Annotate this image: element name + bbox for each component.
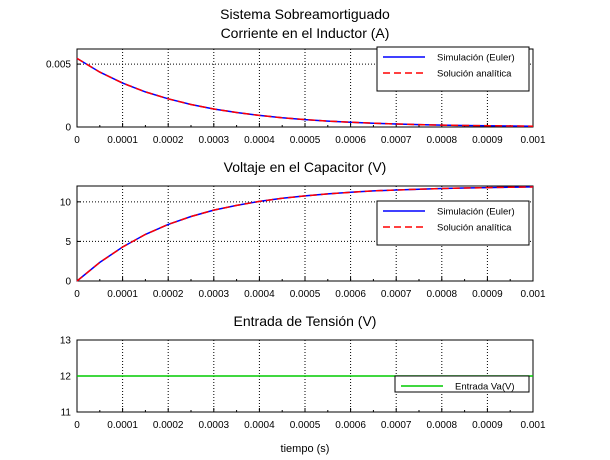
- x-tick-label: 0.0004: [244, 135, 275, 146]
- axes-frame: [76, 48, 534, 128]
- x-axis-label: tiempo (s): [281, 443, 330, 455]
- x-tick-label: 0.001: [520, 420, 545, 431]
- x-tick-label: 0.0006: [335, 289, 366, 300]
- x-tick-label: 0.0008: [427, 289, 458, 300]
- x-tick-label: 0.001: [520, 135, 545, 146]
- x-tick-label: 0.0005: [290, 135, 321, 146]
- chart-panel-3: Entrada de Tensión (V) 0 0.0001 0.0002 0.000…: [60, 313, 546, 431]
- x-tick-label: 0: [74, 135, 80, 146]
- chart-title: Voltaje en el Capacitor (V): [224, 159, 387, 175]
- x-tick-label: 0.0009: [472, 420, 503, 431]
- x-tick-label: 0.0001: [107, 135, 138, 146]
- x-tick-label: 0.0009: [472, 135, 503, 146]
- y-tick-label: 13: [60, 336, 72, 347]
- y-tick-label: 12: [60, 372, 72, 383]
- series-line-2: [76, 57, 534, 127]
- series-line-2: [76, 186, 534, 282]
- x-tick-label: 0.0004: [244, 289, 275, 300]
- y-tick-label: 0: [65, 277, 71, 288]
- legend-label: Entrada Va(V): [455, 382, 515, 393]
- legend: Simulación (Euler) Solución analítica: [376, 200, 530, 246]
- chart-panel-2: Voltaje en el Capacitor (V) 0 0.0001 0.0002…: [60, 159, 546, 300]
- chart-title: Corriente en el Inductor (A): [221, 25, 390, 41]
- legend: Entrada Va(V): [394, 375, 530, 393]
- x-tick-label: 0: [74, 420, 80, 431]
- legend-label: Simulación (Euler): [437, 53, 515, 64]
- legend-label: Solución analítica: [437, 69, 512, 80]
- legend: Simulación (Euler) Solución analítica: [376, 46, 530, 92]
- x-tick-label: 0.0005: [290, 289, 321, 300]
- legend-box: [376, 46, 530, 92]
- x-tick-label: 0.0002: [153, 420, 184, 431]
- y-tick-label: 11: [61, 408, 72, 419]
- x-tick-label: 0.0007: [381, 420, 412, 431]
- x-tick-label: 0.0003: [199, 289, 230, 300]
- x-tick-label: 0.0003: [199, 135, 230, 146]
- y-tick-label: 5: [65, 237, 71, 248]
- x-tick-label: 0.001: [520, 289, 545, 300]
- x-tick-label: 0.0007: [381, 135, 412, 146]
- chart-title: Entrada de Tensión (V): [234, 313, 377, 329]
- y-tick-label: 10: [60, 197, 72, 208]
- x-tick-label: 0.0006: [335, 420, 366, 431]
- chart-panel-1: Corriente en el Inductor (A) 0 0.0001 0.000…: [46, 25, 546, 146]
- x-tick-label: 0.0005: [290, 420, 321, 431]
- x-tick-label: 0.0009: [472, 289, 503, 300]
- y-tick-label: 0.005: [46, 60, 71, 71]
- x-tick-label: 0.0001: [107, 420, 138, 431]
- x-tick-label: 0: [74, 289, 80, 300]
- x-tick-label: 0.0003: [199, 420, 230, 431]
- legend-box: [376, 200, 530, 246]
- legend-label: Simulación (Euler): [437, 207, 515, 218]
- x-tick-label: 0.0008: [427, 420, 458, 431]
- legend-label: Solución analítica: [437, 223, 512, 234]
- x-tick-label: 0.0002: [153, 289, 184, 300]
- x-tick-label: 0.0002: [153, 135, 184, 146]
- x-tick-label: 0.0008: [427, 135, 458, 146]
- x-tick-label: 0.0007: [381, 289, 412, 300]
- x-tick-label: 0.0001: [107, 289, 138, 300]
- figure-suptitle: Sistema Sobreamortiguado: [220, 6, 390, 22]
- axes-frame: [76, 185, 534, 282]
- x-tick-label: 0.0004: [244, 420, 275, 431]
- y-tick-label: 0: [65, 123, 71, 134]
- legend-box: [394, 375, 530, 393]
- x-tick-label: 0.0006: [335, 135, 366, 146]
